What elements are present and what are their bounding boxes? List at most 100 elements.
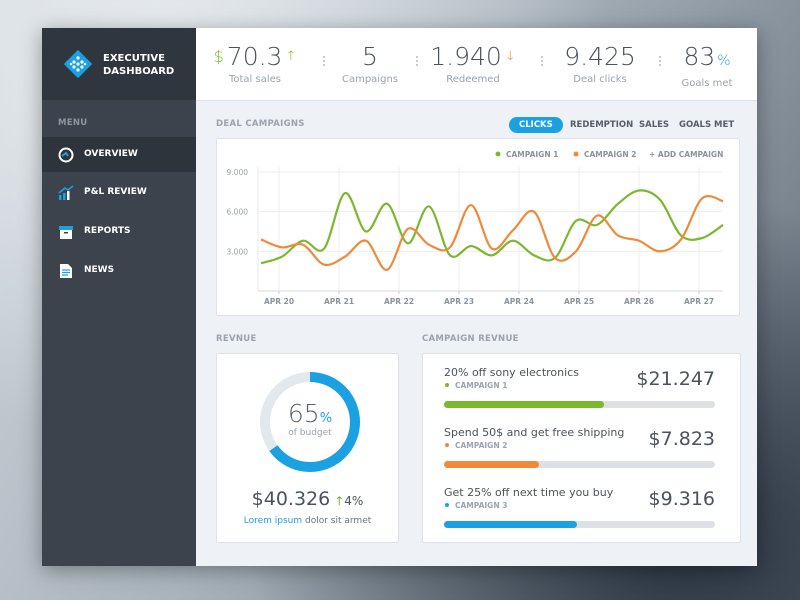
logo-area: EXECUTIVE DASHBOARD xyxy=(42,28,196,100)
campaign-amount: $21.247 xyxy=(636,368,715,390)
kpi-value-line: 1.940 ↓ xyxy=(413,42,533,72)
tab[interactable]: CLICKS xyxy=(509,117,563,133)
kpi: 5 Campaigns xyxy=(310,42,430,85)
kpi-value-line: 9.425 xyxy=(540,42,660,72)
campaign-amount: $9.316 xyxy=(648,488,715,510)
menu-icon xyxy=(59,226,73,239)
tab[interactable]: GOALS MET xyxy=(679,120,735,130)
campaign-title: Get 25% off next time you buy xyxy=(444,486,614,499)
progress-bar xyxy=(444,401,604,408)
campaign-label: CAMPAIGN 1 xyxy=(455,381,508,390)
menu-item[interactable]: OVERVIEW xyxy=(42,137,196,172)
legend-marker xyxy=(495,151,501,157)
campaign-dot xyxy=(445,503,449,507)
kpi-value-line: 83% xyxy=(647,42,757,76)
kpi-value: 70.3 xyxy=(226,42,283,71)
section-heading: CAMPAIGN REVNUE xyxy=(422,334,519,344)
kpi-value: 9.425 xyxy=(564,42,636,71)
logo-line: EXECUTIVE xyxy=(103,53,165,64)
tab[interactable]: SALES xyxy=(639,120,670,130)
legend-label: CAMPAIGN 2 xyxy=(584,150,636,159)
logo-title: EXECUTIVE DASHBOARD xyxy=(103,52,174,78)
campaign-dot xyxy=(445,383,449,387)
kpi-value: 83 xyxy=(683,42,716,71)
x-tick-label: APR 23 xyxy=(444,297,474,306)
menu-item[interactable]: P&L REVIEW xyxy=(42,175,196,210)
kpi-trend: ↑ xyxy=(285,49,297,64)
progress-track xyxy=(444,521,715,528)
kpi: 1.940 ↓ Redeemed xyxy=(413,42,533,85)
y-tick-label: 3.000 xyxy=(227,247,249,256)
kpi-trend: ↓ xyxy=(504,49,516,64)
menu-label: NEWS xyxy=(84,265,115,275)
tab[interactable]: REDEMPTION xyxy=(570,120,634,130)
kpi-label: Deal clicks xyxy=(573,74,627,85)
amount: $40.326 xyxy=(251,488,331,510)
progress-bar xyxy=(444,461,539,468)
kpi: 83% Goals met xyxy=(647,42,757,89)
percent-caption: of budget xyxy=(288,428,332,438)
progress-bar xyxy=(444,521,577,528)
kpi: 9.425 Deal clicks xyxy=(540,42,660,85)
kpi-label: Total sales xyxy=(228,74,281,85)
kpi-label: Goals met xyxy=(681,78,733,89)
y-tick-label: 9.000 xyxy=(227,168,249,177)
note: dolor sit armet xyxy=(305,516,372,526)
y-tick-label: 6.000 xyxy=(227,208,249,217)
menu-icon xyxy=(60,264,72,278)
campaign-label: CAMPAIGN 3 xyxy=(455,501,508,510)
menu-item[interactable]: REPORTS xyxy=(42,214,196,249)
menu-item[interactable]: NEWS xyxy=(42,253,196,288)
campaign-amount: $7.823 xyxy=(648,428,715,450)
kpi-label: Campaigns xyxy=(341,74,398,85)
campaign-label: CAMPAIGN 2 xyxy=(455,441,508,450)
menu-icon xyxy=(58,185,74,200)
menu-label: P&L REVIEW xyxy=(84,187,147,197)
kpi-bar: $70.3 ↑ Total sales 5 Campaigns 1.940 ↓ Redeeme… xyxy=(196,28,757,101)
campaign-revenue-card: 20% off sony electronics CAMPAIGN 1 $21.24… xyxy=(422,353,741,543)
logo-line: DASHBOARD xyxy=(103,66,175,77)
kpi-value-line: $70.3 ↑ xyxy=(195,42,315,72)
chart: 3.000 6.000 9.000 APR 20 APR 21 APR 22 APR 23 A… xyxy=(227,150,724,306)
legend-label: CAMPAIGN 1 xyxy=(506,150,558,159)
kpi-prefix: $ xyxy=(213,47,224,66)
chart-card: 3.000 6.000 9.000 APR 20 APR 21 APR 22 APR 23 A… xyxy=(216,138,740,316)
donut xyxy=(260,372,360,472)
x-tick-label: APR 22 xyxy=(384,297,414,306)
kpi-separator xyxy=(416,56,420,66)
change-arrow: ↑ xyxy=(334,494,345,508)
sidebar: EXECUTIVE DASHBOARD MENU OVERVIEW P&L REV… xyxy=(42,28,196,566)
section-heading: DEAL CAMPAIGNS xyxy=(216,119,305,129)
series-line xyxy=(260,189,724,265)
logo-icon xyxy=(64,50,92,78)
menu-label: MENU xyxy=(58,118,88,128)
menu-label: OVERVIEW xyxy=(84,149,138,159)
x-tick-label: APR 24 xyxy=(504,297,534,306)
revenue-card: 65% of budget $40.326 ↑4% Lorem ipsum dolor … xyxy=(216,353,399,543)
x-tick-label: APR 25 xyxy=(564,297,594,306)
menu-icon xyxy=(58,147,74,163)
x-tick-label: APR 20 xyxy=(264,297,294,306)
progress-track xyxy=(444,461,715,468)
kpi: $70.3 ↑ Total sales xyxy=(195,42,315,85)
legend-marker xyxy=(573,151,579,157)
series-line xyxy=(260,195,724,271)
link[interactable]: Lorem ipsum xyxy=(243,516,303,526)
kpi-label: Redeemed xyxy=(446,74,500,85)
kpi-value: 5 xyxy=(362,42,378,71)
kpi-suffix: % xyxy=(717,53,731,69)
kpi-value: 1.940 xyxy=(430,42,502,71)
donut-center: 65% of budget xyxy=(250,399,370,438)
revenue-amount: $40.326 ↑4% xyxy=(217,488,398,510)
kpi-separator xyxy=(323,56,327,66)
donut-arc xyxy=(260,372,360,472)
campaign-dot xyxy=(445,443,449,447)
revenue-note: Lorem ipsum dolor sit armet xyxy=(217,516,398,526)
menu-label: REPORTS xyxy=(84,226,131,236)
kpi-value-line: 5 xyxy=(310,42,430,72)
x-tick-label: APR 26 xyxy=(624,297,654,306)
campaign-title: 20% off sony electronics xyxy=(444,366,579,379)
section-heading: REVNUE xyxy=(216,334,257,344)
x-tick-label: APR 21 xyxy=(324,297,354,306)
